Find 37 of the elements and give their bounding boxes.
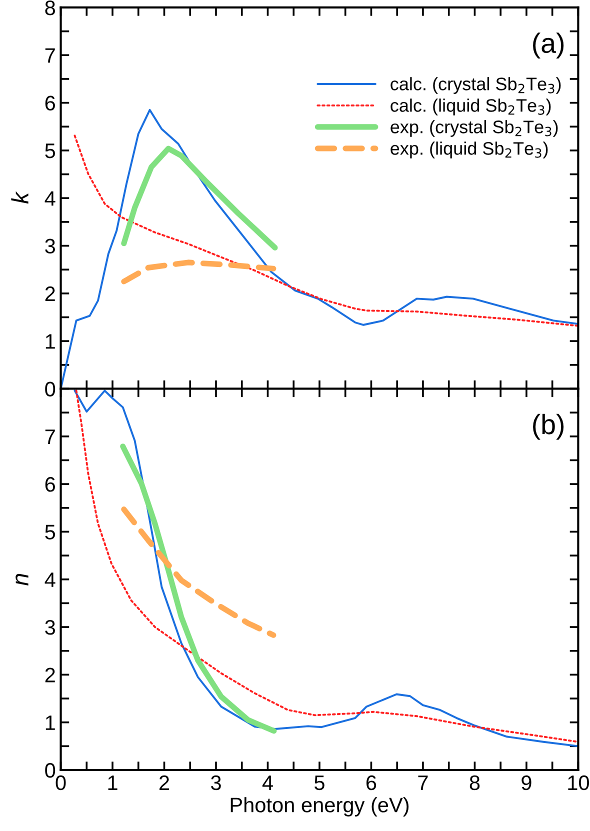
y-tick-label: 7 — [45, 430, 55, 444]
y-tick-label: 5 — [45, 144, 56, 158]
annotation: (a) — [533, 32, 564, 59]
y-tick-label: 6 — [45, 477, 55, 492]
y-tick-label: 3 — [45, 238, 55, 254]
y-tick-label: 7 — [45, 48, 55, 63]
x-tick-label: 9 — [522, 775, 532, 790]
legend-label: calc. (liquid Sb$_{2}$Te$_{3}$) — [390, 98, 551, 116]
x-tick-label: 10 — [568, 775, 589, 790]
x-axis-title: Photon energy (eV) — [230, 797, 409, 816]
y-tick-label: 4 — [44, 572, 56, 587]
y-tick-label: 8 — [45, 0, 56, 16]
y-tick-label: 2 — [45, 286, 55, 301]
legend-label: exp. (crystal Sb$_{2}$Te$_{3}$) — [390, 120, 558, 137]
y-tick-label: 5 — [45, 524, 56, 540]
x-tick-label: 0 — [56, 775, 66, 790]
y-tick-label: 6 — [45, 96, 55, 111]
annotation: (b) — [533, 414, 564, 440]
x-tick-label: 7 — [418, 776, 428, 790]
y-tick-label: 0 — [45, 763, 56, 778]
x-tick-label: 6 — [366, 775, 376, 790]
x-tick-label: 5 — [314, 776, 324, 790]
y-axis-title: n — [16, 574, 28, 586]
y-tick-label: 1 — [46, 716, 55, 730]
x-tick-label: 3 — [211, 775, 221, 790]
x-tick-label: 4 — [262, 776, 273, 790]
y-tick-label: 1 — [46, 334, 55, 349]
x-tick-label: 2 — [160, 775, 170, 790]
y-tick-label: 4 — [44, 191, 56, 206]
x-tick-label: 8 — [470, 775, 480, 790]
y-tick-label: 0 — [45, 382, 56, 396]
legend-label: calc. (crystal Sb$_{2}$Te$_{3}$) — [390, 77, 561, 94]
y-tick-label: 2 — [45, 668, 55, 682]
y-axis-title: k — [11, 191, 28, 204]
y-tick-label: 3 — [45, 620, 55, 635]
legend-label: exp. (liquid Sb$_{2}$Te$_{3}$) — [390, 142, 548, 158]
x-tick-label: 1 — [108, 776, 118, 790]
